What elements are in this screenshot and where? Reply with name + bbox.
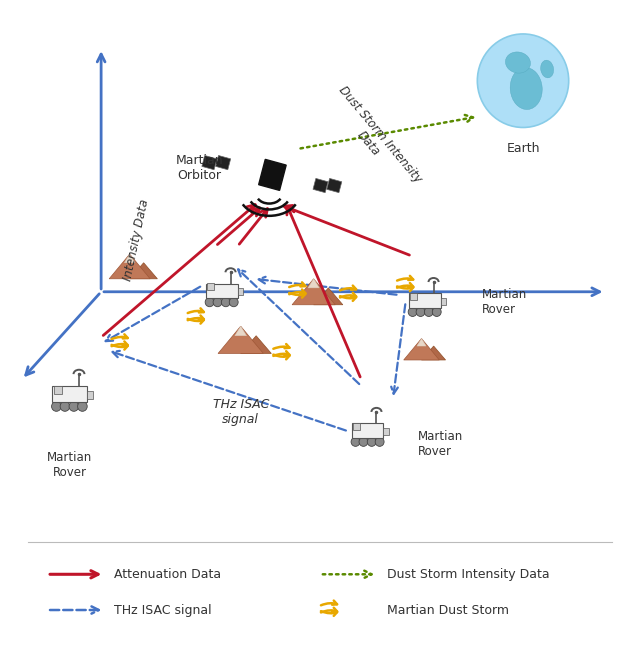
Circle shape xyxy=(375,438,384,446)
Text: THz ISAC signal: THz ISAC signal xyxy=(114,603,211,616)
Polygon shape xyxy=(130,263,157,279)
Bar xyxy=(202,155,217,170)
Polygon shape xyxy=(292,279,335,305)
Text: Dust Storm Intensity Data: Dust Storm Intensity Data xyxy=(387,568,549,581)
Bar xyxy=(54,386,61,394)
Text: Dust Storm Intensity
Data: Dust Storm Intensity Data xyxy=(324,83,424,195)
Circle shape xyxy=(213,297,222,307)
Circle shape xyxy=(416,307,425,316)
Bar xyxy=(52,386,86,402)
Circle shape xyxy=(229,297,238,307)
Polygon shape xyxy=(235,326,246,336)
Polygon shape xyxy=(417,339,426,346)
Polygon shape xyxy=(314,288,343,305)
Text: Martian
Rover: Martian Rover xyxy=(419,430,463,458)
Circle shape xyxy=(424,307,433,316)
Text: Earth: Earth xyxy=(506,142,540,155)
Circle shape xyxy=(477,34,569,128)
Circle shape xyxy=(205,297,214,307)
Polygon shape xyxy=(422,346,445,360)
Bar xyxy=(259,159,286,191)
Bar xyxy=(410,293,417,300)
Bar xyxy=(86,391,93,399)
Circle shape xyxy=(69,402,79,411)
Bar xyxy=(206,284,237,298)
Circle shape xyxy=(359,438,368,446)
Polygon shape xyxy=(308,279,319,288)
Text: Intensity Data: Intensity Data xyxy=(121,198,151,282)
Bar xyxy=(313,178,328,193)
Polygon shape xyxy=(404,339,439,360)
Ellipse shape xyxy=(510,67,542,109)
Text: Martian
Orbitor: Martian Orbitor xyxy=(175,155,223,182)
Circle shape xyxy=(367,438,376,446)
Circle shape xyxy=(52,402,61,411)
Circle shape xyxy=(408,307,417,316)
Polygon shape xyxy=(241,336,271,354)
Bar xyxy=(353,422,360,430)
Text: Martian Dust Storm: Martian Dust Storm xyxy=(387,603,509,616)
Ellipse shape xyxy=(541,60,554,78)
Bar xyxy=(409,293,440,308)
Circle shape xyxy=(351,438,360,446)
Bar xyxy=(327,178,342,193)
Ellipse shape xyxy=(506,52,531,73)
Bar xyxy=(237,288,243,295)
Polygon shape xyxy=(124,254,135,263)
Text: Martian
Rover: Martian Rover xyxy=(482,288,527,316)
Text: Martian
Rover: Martian Rover xyxy=(47,451,92,479)
Circle shape xyxy=(432,307,441,316)
Text: Attenuation Data: Attenuation Data xyxy=(114,568,221,581)
Polygon shape xyxy=(218,326,263,354)
Polygon shape xyxy=(109,254,150,279)
Text: THz ISAC
signal: THz ISAC signal xyxy=(212,398,269,426)
Circle shape xyxy=(60,402,70,411)
Circle shape xyxy=(221,297,230,307)
Circle shape xyxy=(77,402,87,411)
Bar xyxy=(440,298,446,305)
Bar xyxy=(383,428,389,435)
Bar xyxy=(216,155,230,170)
Bar xyxy=(207,283,214,290)
Bar xyxy=(352,423,383,438)
